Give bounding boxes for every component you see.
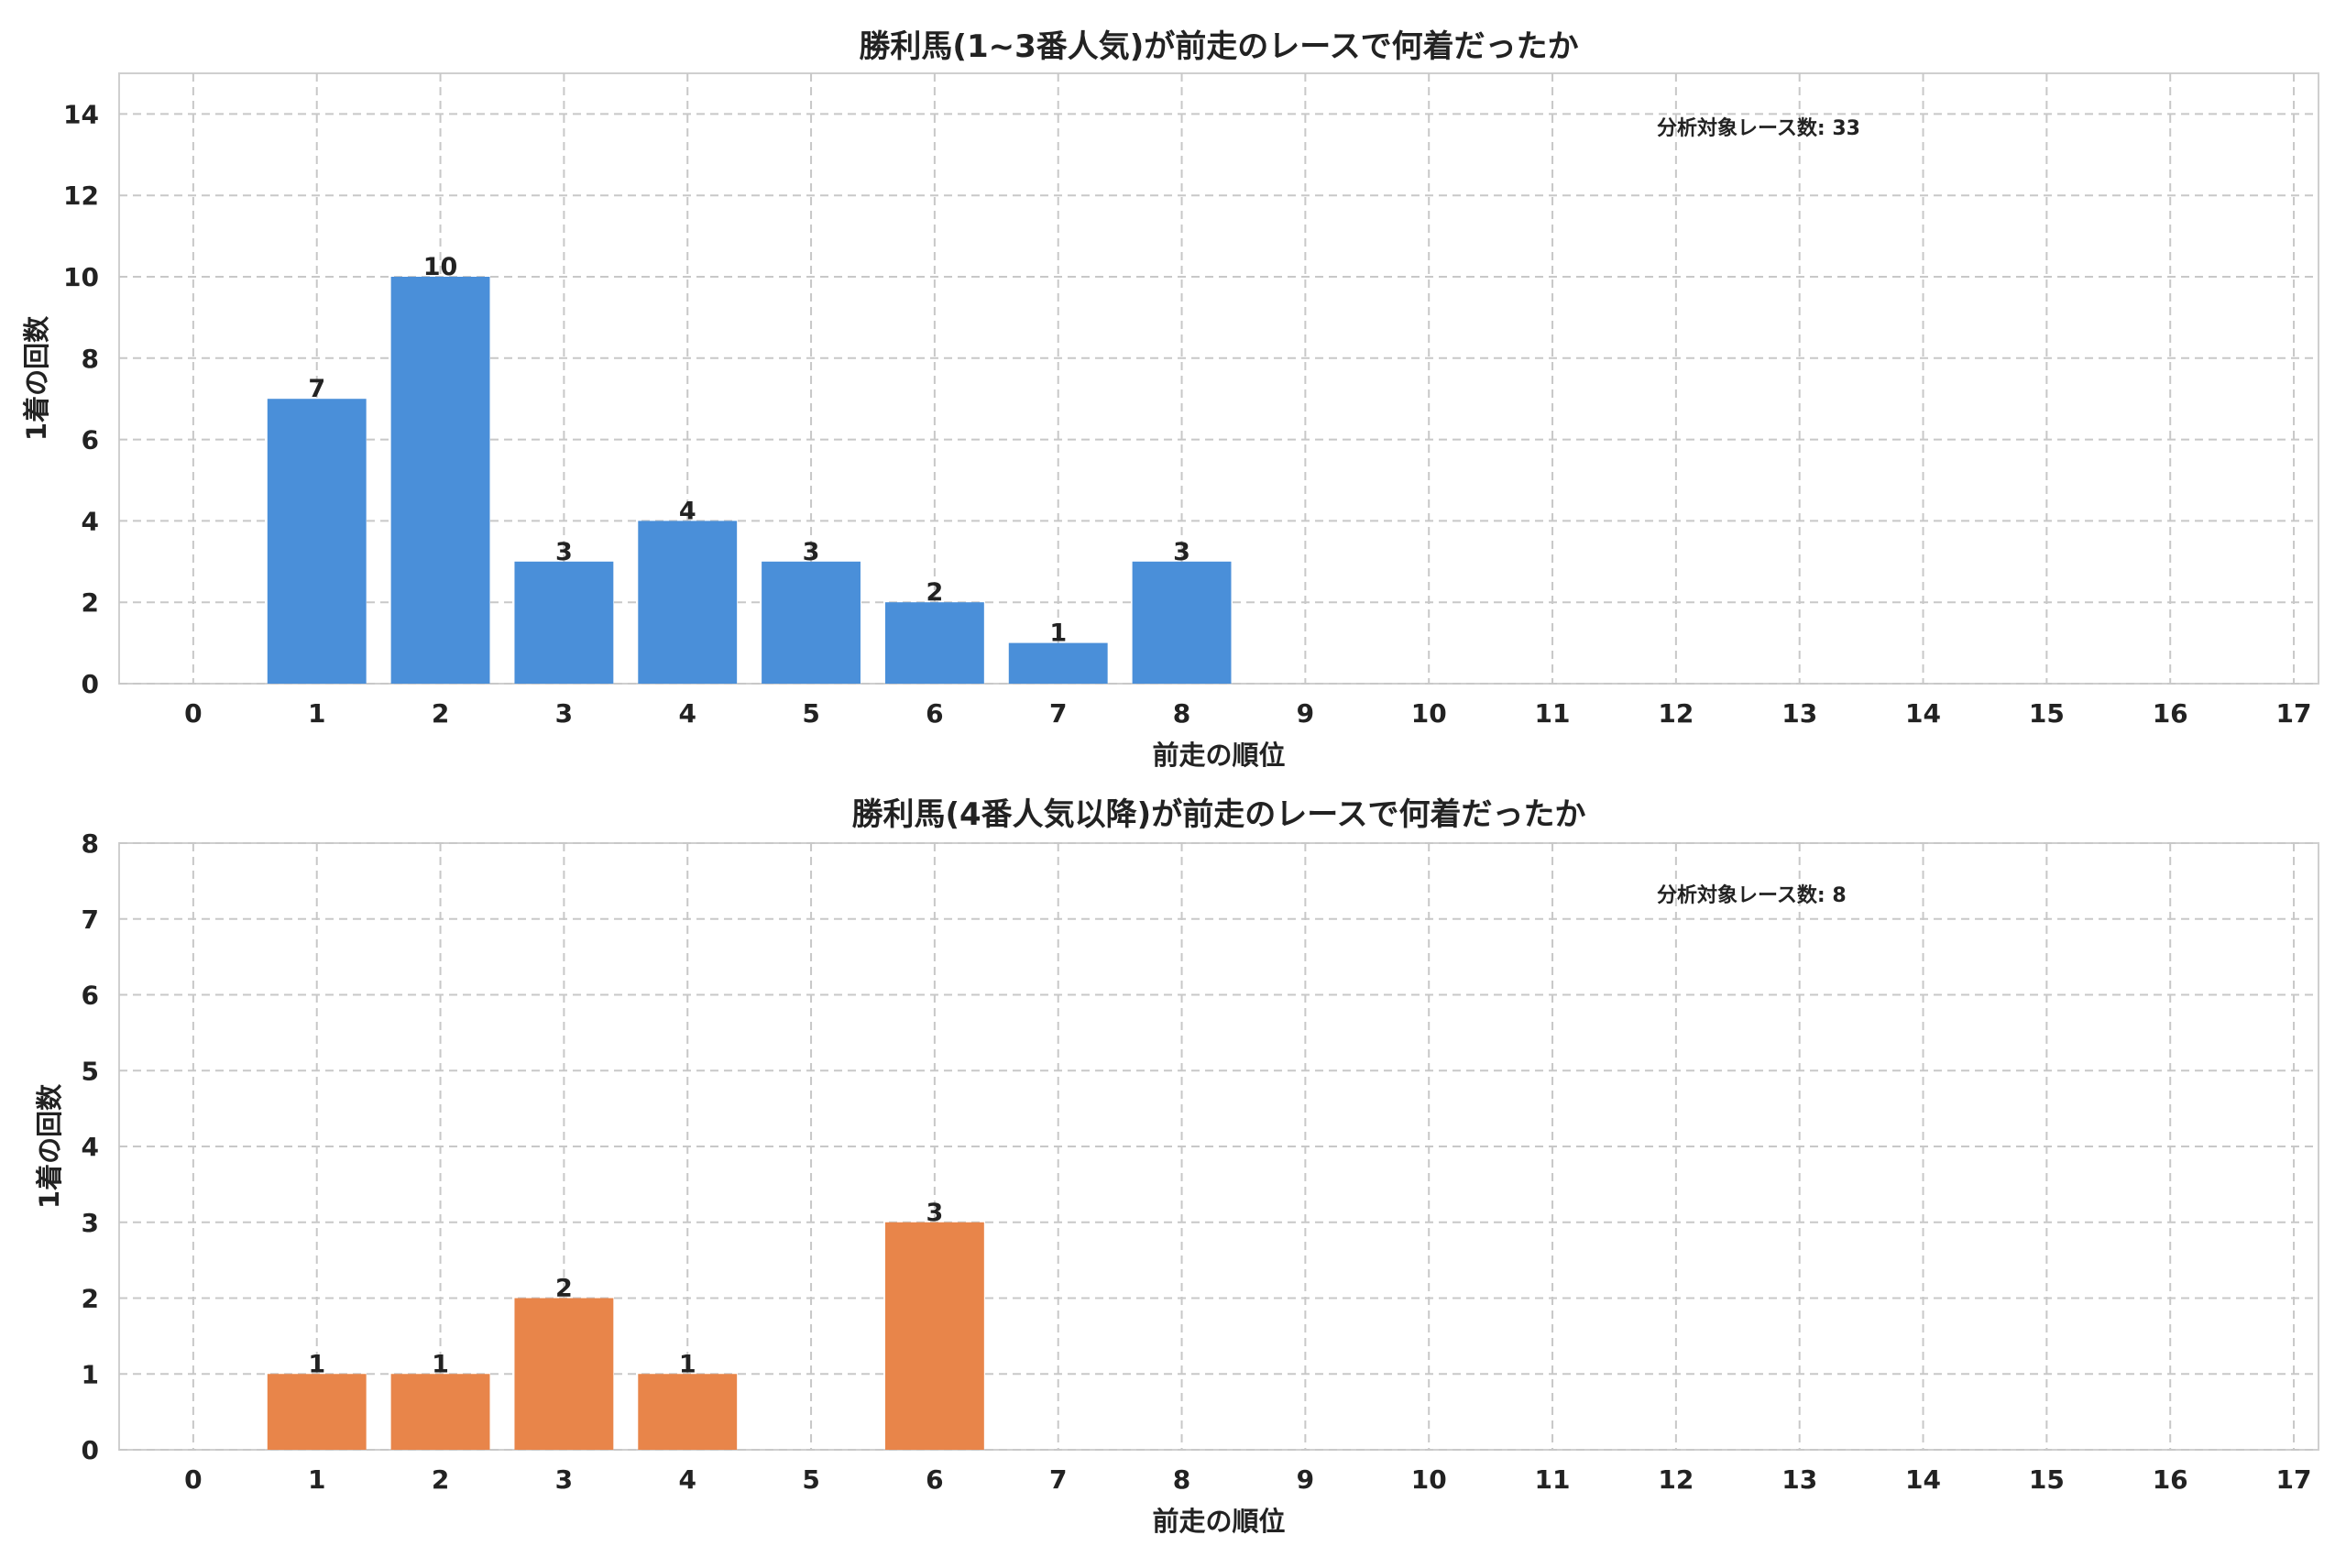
- x-tick-label: 4: [678, 1464, 696, 1495]
- bar: [884, 1222, 984, 1450]
- y-axis-label: 1着の回数: [34, 1083, 65, 1209]
- bar: [762, 561, 861, 684]
- y-tick-label: 12: [63, 181, 99, 211]
- y-tick-label: 0: [82, 1435, 99, 1465]
- bar-data-label: 4: [679, 497, 696, 525]
- x-tick-label: 13: [1781, 698, 1817, 729]
- x-tick-label: 7: [1049, 698, 1067, 729]
- x-tick-label: 14: [1905, 1464, 1941, 1495]
- y-tick-label: 6: [82, 425, 99, 455]
- chart-title: 勝利馬(4番人気以降)が前走のレースで何着だったか: [851, 796, 1585, 833]
- race-count-annotation: 分析対象レース数: 33: [1657, 116, 1860, 140]
- bar-data-label: 1: [679, 1350, 696, 1378]
- x-tick-label: 6: [926, 698, 943, 729]
- race-count-annotation: 分析対象レース数: 8: [1657, 883, 1847, 907]
- y-tick-label: 0: [82, 669, 99, 699]
- x-tick-label: 5: [802, 698, 819, 729]
- x-tick-label: 13: [1781, 1464, 1817, 1495]
- bar: [1008, 642, 1108, 684]
- y-tick-label: 10: [63, 262, 99, 292]
- x-tick-label: 11: [1535, 1464, 1571, 1495]
- y-axis-label: 1着の回数: [21, 315, 52, 441]
- x-tick-label: 7: [1049, 1464, 1067, 1495]
- x-tick-label: 10: [1411, 698, 1447, 729]
- bar: [638, 521, 738, 684]
- x-tick-label: 4: [678, 698, 696, 729]
- x-tick-label: 0: [184, 698, 202, 729]
- x-tick-label: 9: [1297, 1464, 1314, 1495]
- bar: [638, 1374, 738, 1450]
- grid: [119, 842, 2319, 1451]
- bar: [267, 1374, 367, 1450]
- bar: [884, 602, 984, 684]
- y-tick-label: 1: [82, 1359, 99, 1389]
- y-tick-label: 6: [82, 981, 99, 1011]
- x-tick-label: 1: [308, 1464, 325, 1495]
- bar: [514, 561, 614, 684]
- x-tick-label: 8: [1173, 698, 1190, 729]
- y-tick-label: 8: [82, 828, 99, 859]
- x-tick-label: 16: [2153, 698, 2188, 729]
- x-tick-label: 1: [308, 698, 325, 729]
- bar-data-label: 2: [555, 1275, 573, 1303]
- x-tick-label: 12: [1658, 1464, 1694, 1495]
- x-tick-label: 3: [555, 698, 573, 729]
- y-tick-label: 7: [82, 905, 99, 935]
- x-axis-label: 前走の順位: [1152, 1506, 1285, 1537]
- bar-data-label: 3: [1173, 538, 1190, 566]
- bar: [390, 277, 490, 684]
- x-tick-label: 2: [432, 1464, 449, 1495]
- x-tick-label: 3: [555, 1464, 573, 1495]
- bar-data-label: 1: [1049, 620, 1067, 648]
- y-tick-label: 5: [82, 1056, 99, 1086]
- x-tick-label: 10: [1411, 1464, 1447, 1495]
- x-tick-label: 14: [1905, 698, 1941, 729]
- bar-data-label: 3: [926, 1199, 943, 1227]
- x-axis-label: 前走の順位: [1152, 740, 1285, 771]
- x-tick-label: 16: [2153, 1464, 2188, 1495]
- bar-data-label: 2: [926, 578, 943, 607]
- y-tick-label: 4: [82, 506, 99, 536]
- bar-data-label: 10: [423, 253, 458, 281]
- bar: [514, 1298, 614, 1450]
- y-tick-label: 3: [82, 1208, 99, 1238]
- chart-title: 勝利馬(1~3番人気)が前走のレースで何着だったか: [859, 28, 1578, 65]
- bar-data-label: 3: [555, 538, 573, 566]
- bar: [1132, 561, 1232, 684]
- bar-data-label: 3: [803, 538, 820, 566]
- x-tick-label: 15: [2029, 1464, 2065, 1495]
- x-tick-label: 0: [184, 1464, 202, 1495]
- x-tick-label: 17: [2276, 1464, 2312, 1495]
- x-tick-label: 15: [2029, 698, 2065, 729]
- bar-data-label: 7: [308, 375, 325, 403]
- bar: [390, 1374, 490, 1450]
- y-tick-label: 4: [82, 1132, 99, 1162]
- x-tick-label: 12: [1658, 698, 1694, 729]
- y-tick-label: 8: [82, 344, 99, 374]
- x-tick-label: 6: [926, 1464, 943, 1495]
- x-tick-label: 9: [1297, 698, 1314, 729]
- x-tick-label: 17: [2276, 698, 2312, 729]
- y-tick-label: 2: [82, 1284, 99, 1314]
- bar-data-label: 1: [308, 1350, 325, 1378]
- x-tick-label: 8: [1173, 1464, 1190, 1495]
- y-tick-label: 2: [82, 587, 99, 618]
- bar: [267, 399, 367, 684]
- bar-data-label: 1: [432, 1350, 449, 1378]
- x-tick-label: 11: [1535, 698, 1571, 729]
- y-tick-label: 14: [63, 99, 99, 129]
- x-tick-label: 5: [802, 1464, 819, 1495]
- x-tick-label: 2: [432, 698, 449, 729]
